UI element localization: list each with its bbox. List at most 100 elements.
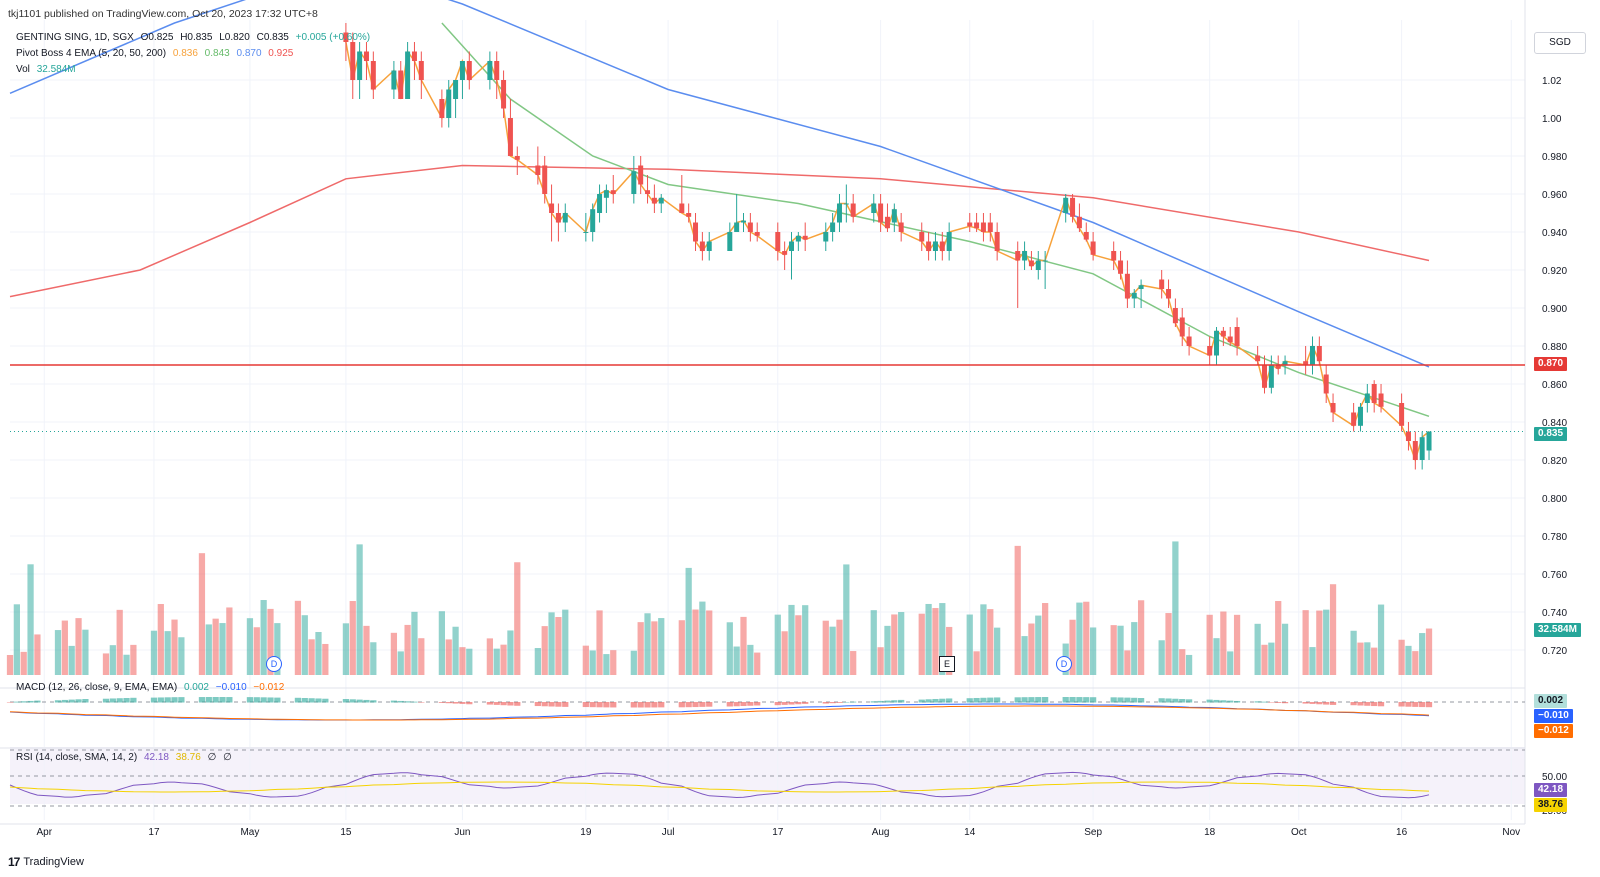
macd-histogram-bar	[541, 702, 548, 707]
rsi-label[interactable]: RSI (14, close, SMA, 14, 2)	[16, 752, 138, 763]
candle-body	[535, 165, 541, 175]
price-axis-label: 0.940	[1542, 228, 1567, 239]
macd-histogram-bar	[1220, 700, 1227, 703]
rsi-empty-2: ∅	[223, 752, 232, 763]
volume-bar	[356, 544, 363, 675]
candle-body	[1412, 441, 1418, 460]
candle-body	[754, 232, 760, 236]
volume-badge: 32.584M	[1534, 623, 1581, 637]
candle-body	[878, 203, 884, 223]
volume-bar	[891, 614, 898, 675]
volume-bar	[1035, 615, 1042, 675]
macd-histogram-bar	[493, 702, 500, 705]
volume-bar	[1227, 651, 1234, 675]
volume-bar	[630, 650, 637, 675]
ema-label[interactable]: Pivot Boss 4 EMA (5, 20, 50, 200)	[16, 48, 167, 59]
macd-histogram-bar	[1227, 700, 1234, 703]
volume-bar	[1185, 654, 1193, 675]
macd-histogram-bar	[596, 702, 603, 708]
macd-histogram-bar	[555, 702, 562, 707]
macd-histogram-bar	[898, 699, 905, 703]
candle-body	[1419, 437, 1425, 460]
macd-histogram-bar	[534, 702, 541, 707]
macd-histogram-bar	[644, 702, 651, 708]
volume-bar	[795, 615, 802, 675]
candle-body	[1399, 403, 1405, 426]
volume-bar	[130, 644, 137, 675]
macd-histogram-bar	[1137, 698, 1145, 703]
volume-bar	[1213, 638, 1220, 675]
signal-line	[9, 705, 1430, 721]
macd-label[interactable]: MACD (12, 26, close, 9, EMA, EMA)	[16, 682, 178, 693]
macd-histogram-bar	[157, 697, 164, 703]
candle-body	[706, 241, 712, 251]
macd-histogram-bar	[1131, 697, 1138, 703]
volume-bar	[1220, 611, 1227, 675]
candle-body	[391, 70, 397, 90]
candle-body	[1220, 330, 1226, 337]
candle-body	[487, 61, 493, 80]
macd-histogram-bar	[1425, 702, 1433, 708]
rsi-axis-label: 50.00	[1542, 772, 1567, 783]
volume-bar	[1172, 541, 1179, 675]
volume-bar	[774, 614, 781, 675]
volume-bar	[75, 618, 82, 675]
candle-body	[1255, 355, 1261, 362]
candle-body	[1234, 327, 1240, 346]
volume-bar	[692, 609, 699, 675]
dividend-marker-1[interactable]: D	[266, 656, 282, 672]
macd-histogram-bar	[980, 697, 987, 703]
volume-bar	[27, 564, 34, 675]
macd-histogram-bar	[877, 700, 884, 703]
ema5-value: 0.836	[172, 48, 198, 59]
price-axis-label: 1.02	[1542, 76, 1562, 87]
macd-histogram-bar	[1021, 697, 1028, 703]
macd-histogram-bar	[1261, 701, 1268, 703]
macd-hist-value: 0.002	[183, 682, 209, 693]
volume-bar	[500, 644, 507, 675]
volume-bar	[802, 605, 809, 675]
ema-legend: Pivot Boss 4 EMA (5, 20, 50, 200) 0.836 …	[16, 48, 297, 59]
volume-bar	[843, 564, 850, 675]
volume-bar	[733, 646, 740, 675]
macd-histogram-bar	[1377, 702, 1385, 707]
volume-bar	[370, 642, 377, 675]
macd-histogram-bar	[1069, 697, 1076, 703]
macd-histogram-bar	[1028, 697, 1035, 703]
rsi-legend: RSI (14, close, SMA, 14, 2) 42.18 38.76 …	[16, 752, 236, 763]
macd-histogram-bar	[322, 698, 329, 703]
macd-histogram-bar	[939, 698, 946, 703]
volume-bar	[541, 626, 548, 675]
macd-histogram-bar	[1172, 698, 1179, 703]
macd-histogram-bar	[1357, 702, 1364, 706]
price-axis-label: 0.800	[1542, 494, 1567, 505]
tradingview-logo[interactable]: 17 TradingView	[8, 855, 84, 869]
rsi-value: 42.18	[143, 752, 169, 763]
volume-label[interactable]: Vol	[16, 64, 30, 75]
macd-histogram-bar	[123, 697, 130, 703]
earnings-marker[interactable]: E	[939, 656, 955, 672]
symbol-name[interactable]: GENTING SING, 1D, SGX	[16, 32, 134, 43]
volume-bar	[1275, 601, 1282, 675]
candle-body	[686, 213, 692, 217]
rsi-ma-line	[9, 781, 1430, 793]
macd-histogram-bar	[61, 699, 68, 703]
macd-histogram-bar	[651, 702, 658, 708]
volume-bar	[301, 615, 308, 675]
currency-button[interactable]: SGD	[1534, 32, 1586, 54]
candle-body	[926, 241, 932, 251]
macd-histogram-bar	[363, 699, 370, 703]
volume-bar	[610, 650, 617, 675]
price-axis-label: 0.840	[1542, 418, 1567, 429]
candle-body	[343, 32, 349, 42]
volume-bar	[1179, 649, 1186, 675]
price-axis-label: 0.720	[1542, 646, 1567, 657]
candle-body	[1076, 216, 1082, 229]
volume-bar	[1233, 614, 1241, 675]
macd-histogram-bar	[102, 698, 110, 703]
volume-bar	[274, 623, 281, 675]
candle-body	[1275, 365, 1281, 369]
dividend-marker-2[interactable]: D	[1056, 656, 1072, 672]
macd-histogram-bar	[1206, 699, 1213, 703]
